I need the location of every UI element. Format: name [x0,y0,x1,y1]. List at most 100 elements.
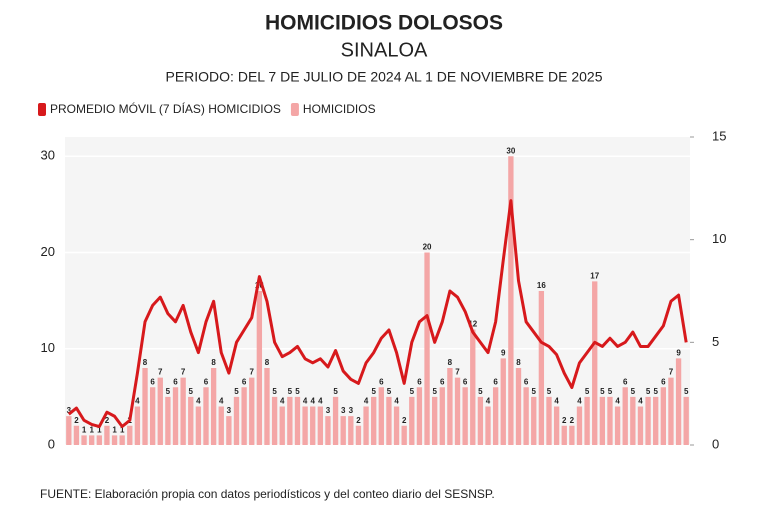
bar [485,406,491,445]
bar [256,291,263,445]
data-label: 4 [196,397,201,406]
bar [424,252,430,445]
y-tick-label: 30 [41,148,55,163]
data-label: 5 [653,387,658,396]
bar [355,425,362,445]
data-label: 9 [676,348,681,357]
data-label: 3 [341,406,346,415]
data-label: 6 [150,377,155,386]
bar [279,406,285,445]
data-label: 2 [74,416,79,425]
bar [302,406,308,445]
bar [66,416,72,445]
bar [645,396,651,445]
bar [409,396,415,445]
bar [569,425,575,445]
bar [203,387,209,445]
data-label: 4 [615,397,620,406]
source: FUENTE: Elaboración propia con datos per… [40,487,495,501]
data-label: 16 [537,281,546,290]
bar [416,387,423,445]
data-label: 7 [455,368,460,377]
bar [165,396,171,445]
bar [226,416,232,445]
bar [675,358,682,445]
data-label: 1 [89,425,94,434]
data-label: 8 [211,358,216,367]
bar [142,368,148,445]
bar [218,406,224,445]
data-label: 6 [440,377,445,386]
bar [599,396,606,445]
y2-tick-label: 10 [712,231,726,246]
data-label: 4 [394,397,399,406]
bar [348,416,354,445]
data-label: 2 [570,416,575,425]
bar [431,396,438,445]
bar [622,387,628,445]
data-label: 4 [135,397,140,406]
data-label: 4 [486,397,491,406]
data-label: 1 [112,425,117,434]
legend-label: PROMEDIO MÓVIL (7 DÍAS) HOMICIDIOS [50,101,281,116]
data-label: 5 [288,387,293,396]
bar [249,377,255,445]
bar [149,387,156,445]
bar [233,396,240,445]
bar [492,387,499,445]
data-label: 5 [387,387,392,396]
data-label: 2 [402,416,407,425]
bar [607,396,613,445]
period: PERIODO: DEL 7 DE JULIO DE 2024 AL 1 DE … [165,69,602,85]
bar [340,416,346,445]
bar [188,396,194,445]
data-label: 5 [272,387,277,396]
bar [317,406,324,445]
bar [294,396,301,445]
data-label: 7 [669,368,674,377]
data-label: 8 [516,358,521,367]
bar [104,425,110,445]
data-label: 3 [326,406,331,415]
bar [157,377,163,445]
bar [401,425,407,445]
bar [393,406,400,445]
bar [271,396,278,445]
y-tick-label: 20 [41,244,55,259]
bar [470,329,476,445]
bar [653,396,659,445]
data-label: 5 [234,387,239,396]
data-label: 4 [364,397,369,406]
bar [553,406,560,445]
data-label: 3 [349,406,354,415]
bar [454,377,461,445]
bar [81,435,87,445]
data-label: 4 [303,397,308,406]
plot-area [65,137,690,445]
bar [89,435,95,445]
data-label: 8 [143,358,148,367]
data-label: 5 [166,387,171,396]
data-label: 6 [173,377,178,386]
data-label: 5 [631,387,636,396]
bar [180,377,186,445]
data-label: 6 [417,377,422,386]
chart-subtitle: SINALOA [341,39,428,61]
bar [332,396,339,445]
bar [592,281,598,445]
data-label: 5 [295,387,300,396]
bar [683,396,689,445]
data-label: 12 [468,320,477,329]
bar [660,387,666,445]
data-label: 20 [423,243,432,252]
legend-swatch [290,103,299,116]
bar [386,396,392,445]
bar [241,387,247,445]
bar [111,435,118,445]
bar [96,435,102,445]
data-label: 5 [600,387,605,396]
data-label: 6 [463,377,468,386]
data-label: 6 [204,377,209,386]
data-label: 30 [506,146,515,155]
